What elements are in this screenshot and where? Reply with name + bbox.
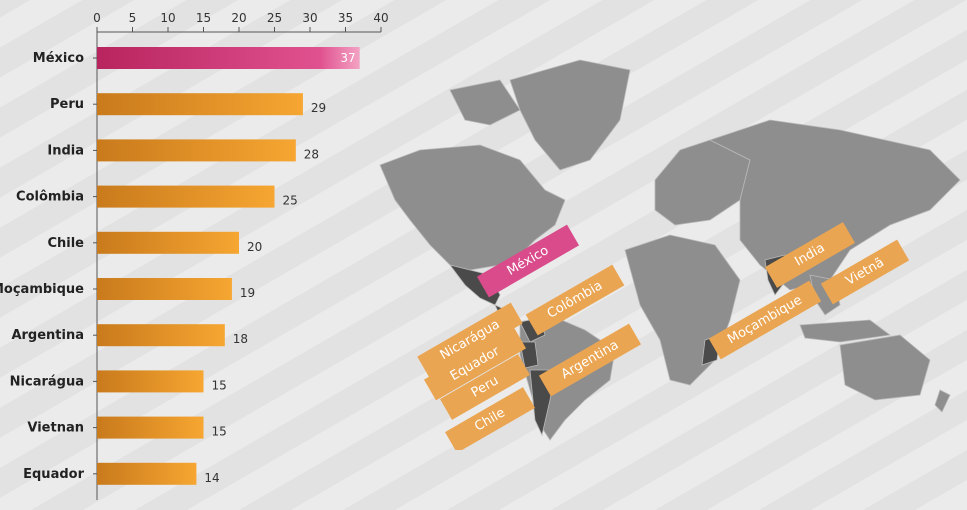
x-tick-label: 15 — [196, 11, 211, 25]
value-label: 20 — [247, 240, 262, 254]
category-label: México — [33, 51, 84, 66]
map-australia — [839, 334, 931, 401]
value-label: 29 — [311, 101, 326, 115]
bar — [97, 93, 303, 116]
x-tick-label: 40 — [373, 11, 388, 25]
x-tick-label: 30 — [302, 11, 317, 25]
category-label: Vietnan — [27, 421, 84, 436]
bar — [97, 324, 225, 347]
value-label: 25 — [283, 194, 298, 208]
bar — [97, 370, 204, 393]
world-map: México Colômbia Nicarágua Equador Peru C… — [379, 59, 961, 450]
label-mocambique-text: Moçambique — [725, 293, 805, 348]
value-label: 37 — [340, 51, 355, 65]
bar — [97, 139, 296, 162]
label-colombia: Colômbia — [525, 264, 625, 336]
bar — [97, 231, 239, 254]
x-tick-label: 20 — [231, 11, 246, 25]
x-tick-label: 10 — [160, 11, 175, 25]
category-label: Argentina — [11, 328, 84, 343]
map-greenland — [509, 59, 631, 171]
x-tick-label: 25 — [267, 11, 282, 25]
bars: México 37 Peru 29 India 28 Colômbia 25 Chile 20 Mo… — [0, 47, 360, 485]
map-asia — [708, 119, 961, 291]
category-label: Peru — [50, 97, 84, 112]
category-label: Nicarágua — [10, 374, 84, 389]
value-label: 15 — [212, 425, 227, 439]
category-label: Equador — [23, 467, 84, 482]
map-africa — [624, 234, 741, 386]
category-label: Chile — [47, 236, 84, 251]
category-label: Colômbia — [16, 190, 84, 205]
category-label: Moçambique — [0, 282, 84, 297]
map-new-zealand — [934, 389, 951, 413]
map-arctic-islands — [449, 79, 521, 126]
x-tick-label: 5 — [129, 11, 137, 25]
map-indonesia — [799, 319, 892, 343]
value-label: 19 — [240, 286, 255, 300]
bar — [97, 185, 275, 208]
bar — [97, 416, 204, 439]
value-label: 18 — [233, 332, 248, 346]
category-label: India — [47, 143, 84, 158]
value-label: 15 — [212, 378, 227, 392]
bar — [97, 278, 232, 300]
x-tick-label: 35 — [338, 11, 353, 25]
bar — [97, 47, 360, 69]
bar-chart: 0 5 10 15 20 25 30 35 40 México 37 Peru 29 India 28 Co… — [0, 11, 389, 500]
value-label: 14 — [204, 471, 219, 485]
bar — [97, 462, 197, 485]
x-tick-label: 0 — [93, 11, 101, 25]
value-label: 28 — [304, 147, 319, 161]
